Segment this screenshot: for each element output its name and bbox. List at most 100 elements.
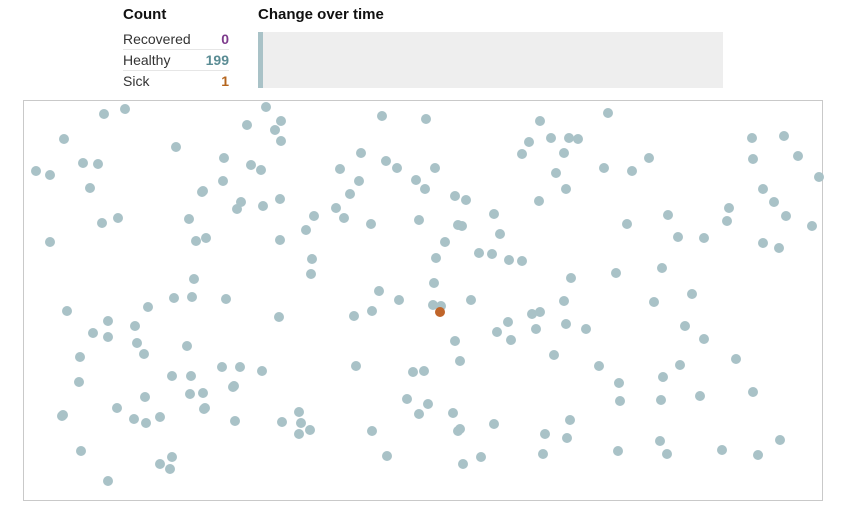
healthy-dot — [219, 153, 229, 163]
healthy-dot — [566, 273, 576, 283]
healthy-dot — [565, 415, 575, 425]
healthy-dot — [748, 154, 758, 164]
healthy-dot — [275, 235, 285, 245]
healthy-dot — [381, 156, 391, 166]
count-row-recovered: Recovered 0 — [123, 29, 229, 50]
healthy-dot — [294, 407, 304, 417]
healthy-dot — [489, 209, 499, 219]
healthy-dot — [717, 445, 727, 455]
healthy-dot — [603, 108, 613, 118]
healthy-dot — [644, 153, 654, 163]
healthy-dot — [31, 166, 41, 176]
healthy-dot — [229, 381, 239, 391]
healthy-dot — [235, 362, 245, 372]
healthy-dot — [171, 142, 181, 152]
healthy-dot — [351, 361, 361, 371]
count-table: Recovered 0 Healthy 199 Sick 1 — [123, 29, 229, 91]
count-row-sick: Sick 1 — [123, 71, 229, 91]
healthy-dot — [186, 371, 196, 381]
healthy-dot — [394, 295, 404, 305]
healthy-dot — [699, 233, 709, 243]
healthy-dot — [476, 452, 486, 462]
healthy-dot — [535, 116, 545, 126]
healthy-dot — [594, 361, 604, 371]
healthy-dot — [448, 408, 458, 418]
healthy-dot — [339, 213, 349, 223]
healthy-dot — [187, 292, 197, 302]
healthy-dot — [615, 396, 625, 406]
healthy-dot — [165, 464, 175, 474]
healthy-dot — [88, 328, 98, 338]
healthy-dot — [657, 263, 667, 273]
healthy-dot — [549, 350, 559, 360]
healthy-dot — [489, 419, 499, 429]
simulation-canvas — [23, 100, 824, 501]
healthy-dot — [455, 356, 465, 366]
healthy-dot — [699, 334, 709, 344]
healthy-dot — [261, 102, 271, 112]
healthy-dot — [382, 451, 392, 461]
healthy-dot — [414, 215, 424, 225]
healthy-dot — [221, 294, 231, 304]
healthy-dot — [599, 163, 609, 173]
healthy-dot — [573, 134, 583, 144]
healthy-dot — [517, 256, 527, 266]
healthy-dot — [429, 278, 439, 288]
healthy-dot — [814, 172, 824, 182]
healthy-dot — [256, 165, 266, 175]
healthy-dot — [296, 418, 306, 428]
healthy-dot — [535, 307, 545, 317]
healthy-dot — [613, 446, 623, 456]
healthy-dot — [450, 191, 460, 201]
healthy-dot — [559, 148, 569, 158]
healthy-dot — [76, 446, 86, 456]
healthy-dot — [75, 352, 85, 362]
healthy-dot — [506, 335, 516, 345]
healthy-dot — [561, 184, 571, 194]
healthy-dot — [807, 221, 817, 231]
healthy-dot — [538, 449, 548, 459]
healthy-dot — [769, 197, 779, 207]
healthy-dot — [132, 338, 142, 348]
healthy-dot — [775, 435, 785, 445]
healthy-dot — [62, 306, 72, 316]
healthy-dot — [655, 436, 665, 446]
healthy-dot — [559, 296, 569, 306]
change-title: Change over time — [258, 6, 384, 23]
healthy-dot — [495, 229, 505, 239]
healthy-dot — [656, 395, 666, 405]
healthy-dot — [627, 166, 637, 176]
healthy-dot — [377, 111, 387, 121]
healthy-dot — [466, 295, 476, 305]
healthy-dot — [527, 309, 537, 319]
healthy-dot — [167, 371, 177, 381]
healthy-dot — [301, 225, 311, 235]
healthy-dot — [120, 104, 130, 114]
simulation-svg — [31, 102, 824, 486]
healthy-dot — [270, 125, 280, 135]
healthy-dot — [695, 391, 705, 401]
healthy-dot — [747, 133, 757, 143]
healthy-dot — [139, 349, 149, 359]
healthy-dot — [246, 160, 256, 170]
healthy-dot — [103, 332, 113, 342]
healthy-dot — [779, 131, 789, 141]
healthy-dot — [546, 133, 556, 143]
healthy-dot — [276, 116, 286, 126]
healthy-dot — [487, 249, 497, 259]
healthy-dot — [562, 433, 572, 443]
healthy-dot — [392, 163, 402, 173]
healthy-dot — [453, 220, 463, 230]
healthy-dot — [758, 238, 768, 248]
healthy-dot — [503, 317, 513, 327]
count-value-healthy: 199 — [205, 52, 229, 68]
healthy-dot — [421, 114, 431, 124]
healthy-dot — [307, 254, 317, 264]
count-title: Count — [123, 6, 167, 23]
count-row-healthy: Healthy 199 — [123, 50, 229, 71]
healthy-dot — [649, 297, 659, 307]
healthy-dot — [112, 403, 122, 413]
healthy-dot — [185, 389, 195, 399]
sick-dot — [435, 307, 445, 317]
healthy-dot — [504, 255, 514, 265]
